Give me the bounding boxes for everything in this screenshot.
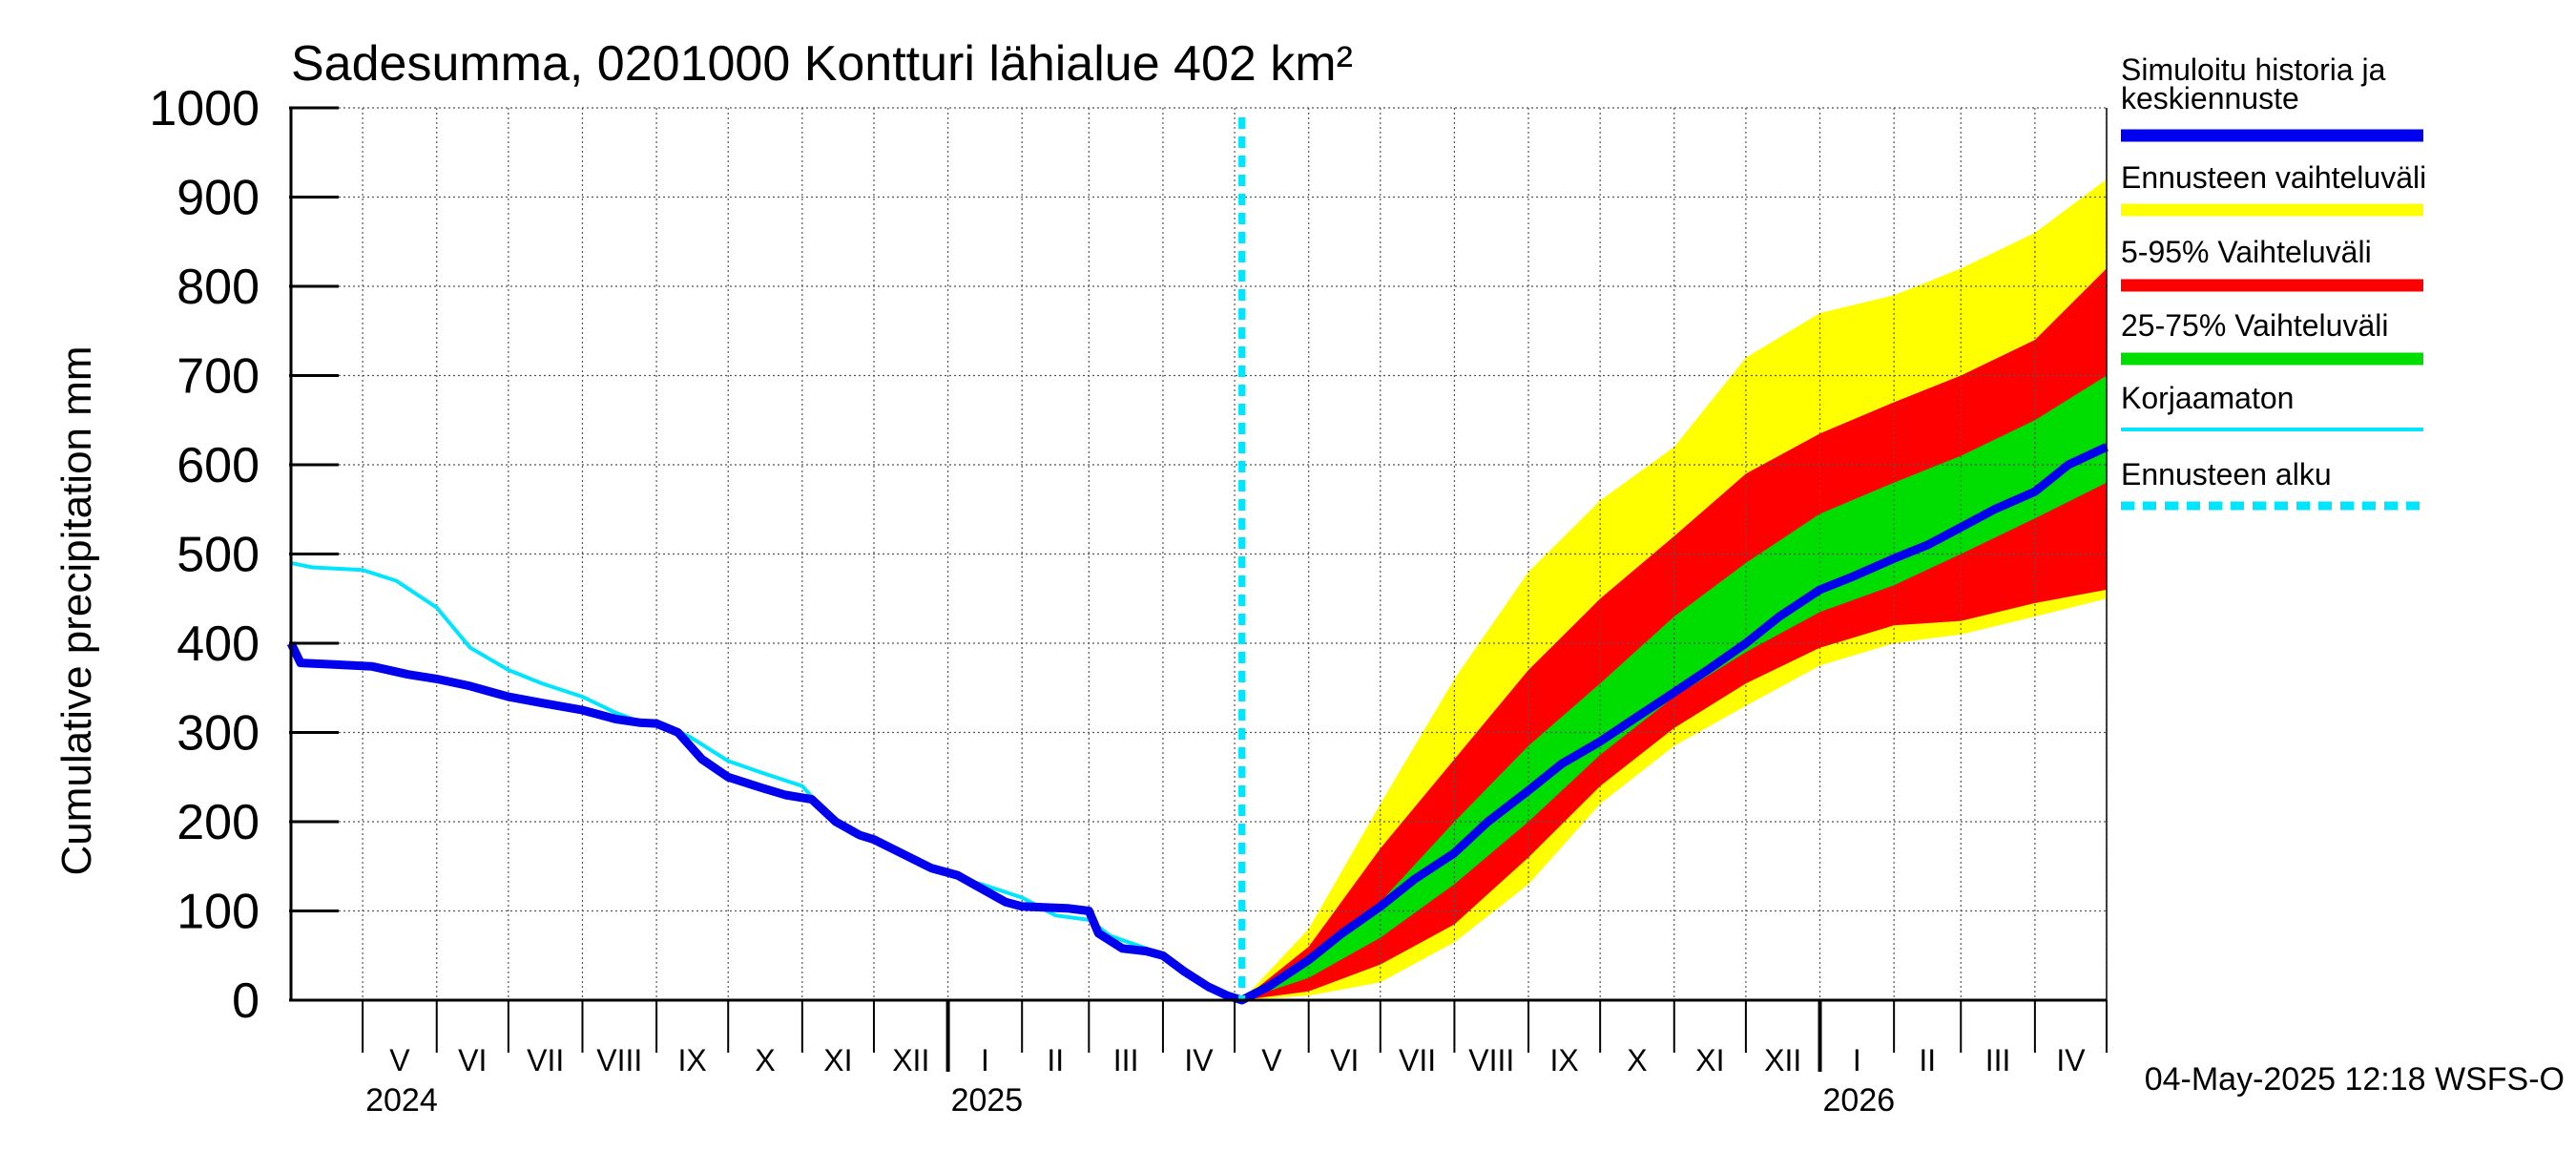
- y-tick-label: 700: [177, 349, 260, 405]
- month-label: X: [755, 1043, 775, 1077]
- legend-label: 25-75% Vaihteluväli: [2121, 308, 2388, 343]
- year-label: 2026: [1823, 1082, 1896, 1119]
- y-tick-label: 600: [177, 438, 260, 493]
- month-label: VIII: [1468, 1043, 1514, 1077]
- month-label: II: [1919, 1043, 1936, 1077]
- legend-label: 5-95% Vaihteluväli: [2121, 235, 2372, 269]
- month-label: IX: [1549, 1043, 1578, 1077]
- month-label: IX: [678, 1043, 707, 1077]
- month-label: III: [1985, 1043, 2011, 1077]
- y-tick-label: 300: [177, 706, 260, 762]
- year-label: 2025: [951, 1082, 1024, 1119]
- footer-timestamp: 04-May-2025 12:18 WSFS-O: [2145, 1061, 2565, 1098]
- month-label: VII: [527, 1043, 564, 1077]
- month-label: XII: [1764, 1043, 1801, 1077]
- month-label: VIII: [596, 1043, 642, 1077]
- month-label: XI: [823, 1043, 852, 1077]
- y-tick-label: 100: [177, 885, 260, 940]
- month-label: IV: [1184, 1043, 1214, 1077]
- month-label: VII: [1399, 1043, 1436, 1077]
- month-label: II: [1047, 1043, 1064, 1077]
- month-label: VI: [1330, 1043, 1359, 1077]
- month-label: XI: [1695, 1043, 1724, 1077]
- year-label: 2024: [365, 1082, 438, 1119]
- month-label: IV: [2056, 1043, 2086, 1077]
- legend-label: Ennusteen vaihteluväli: [2121, 160, 2426, 195]
- y-tick-label: 900: [177, 171, 260, 226]
- y-tick-label: 400: [177, 617, 260, 672]
- y-axis-label: Cumulative precipitation mm: [53, 345, 100, 875]
- legend-label: Korjaamaton: [2121, 381, 2294, 415]
- y-tick-label: 0: [232, 973, 260, 1029]
- y-tick-label: 800: [177, 260, 260, 315]
- month-label: I: [1853, 1043, 1861, 1077]
- month-label: XII: [892, 1043, 929, 1077]
- month-label: I: [981, 1043, 989, 1077]
- month-label: VI: [458, 1043, 487, 1077]
- legend-label: Simuloitu historia ja: [2121, 52, 2386, 87]
- grid-layer: [291, 107, 2108, 1001]
- month-label: V: [389, 1043, 410, 1077]
- chart-title: Sadesumma, 0201000 Kontturi lähialue 402…: [291, 36, 1353, 92]
- legend-label: Ennusteen alku: [2121, 457, 2332, 491]
- month-label: V: [1261, 1043, 1282, 1077]
- series-layer: [286, 117, 2109, 1005]
- y-tick-label: 1000: [149, 81, 260, 136]
- y-tick-label: 500: [177, 528, 260, 583]
- series-line-0: [286, 443, 2109, 1005]
- month-label: III: [1113, 1043, 1139, 1077]
- y-tick-label: 200: [177, 795, 260, 850]
- month-label: X: [1627, 1043, 1647, 1077]
- legend-label: keskiennuste: [2121, 81, 2299, 115]
